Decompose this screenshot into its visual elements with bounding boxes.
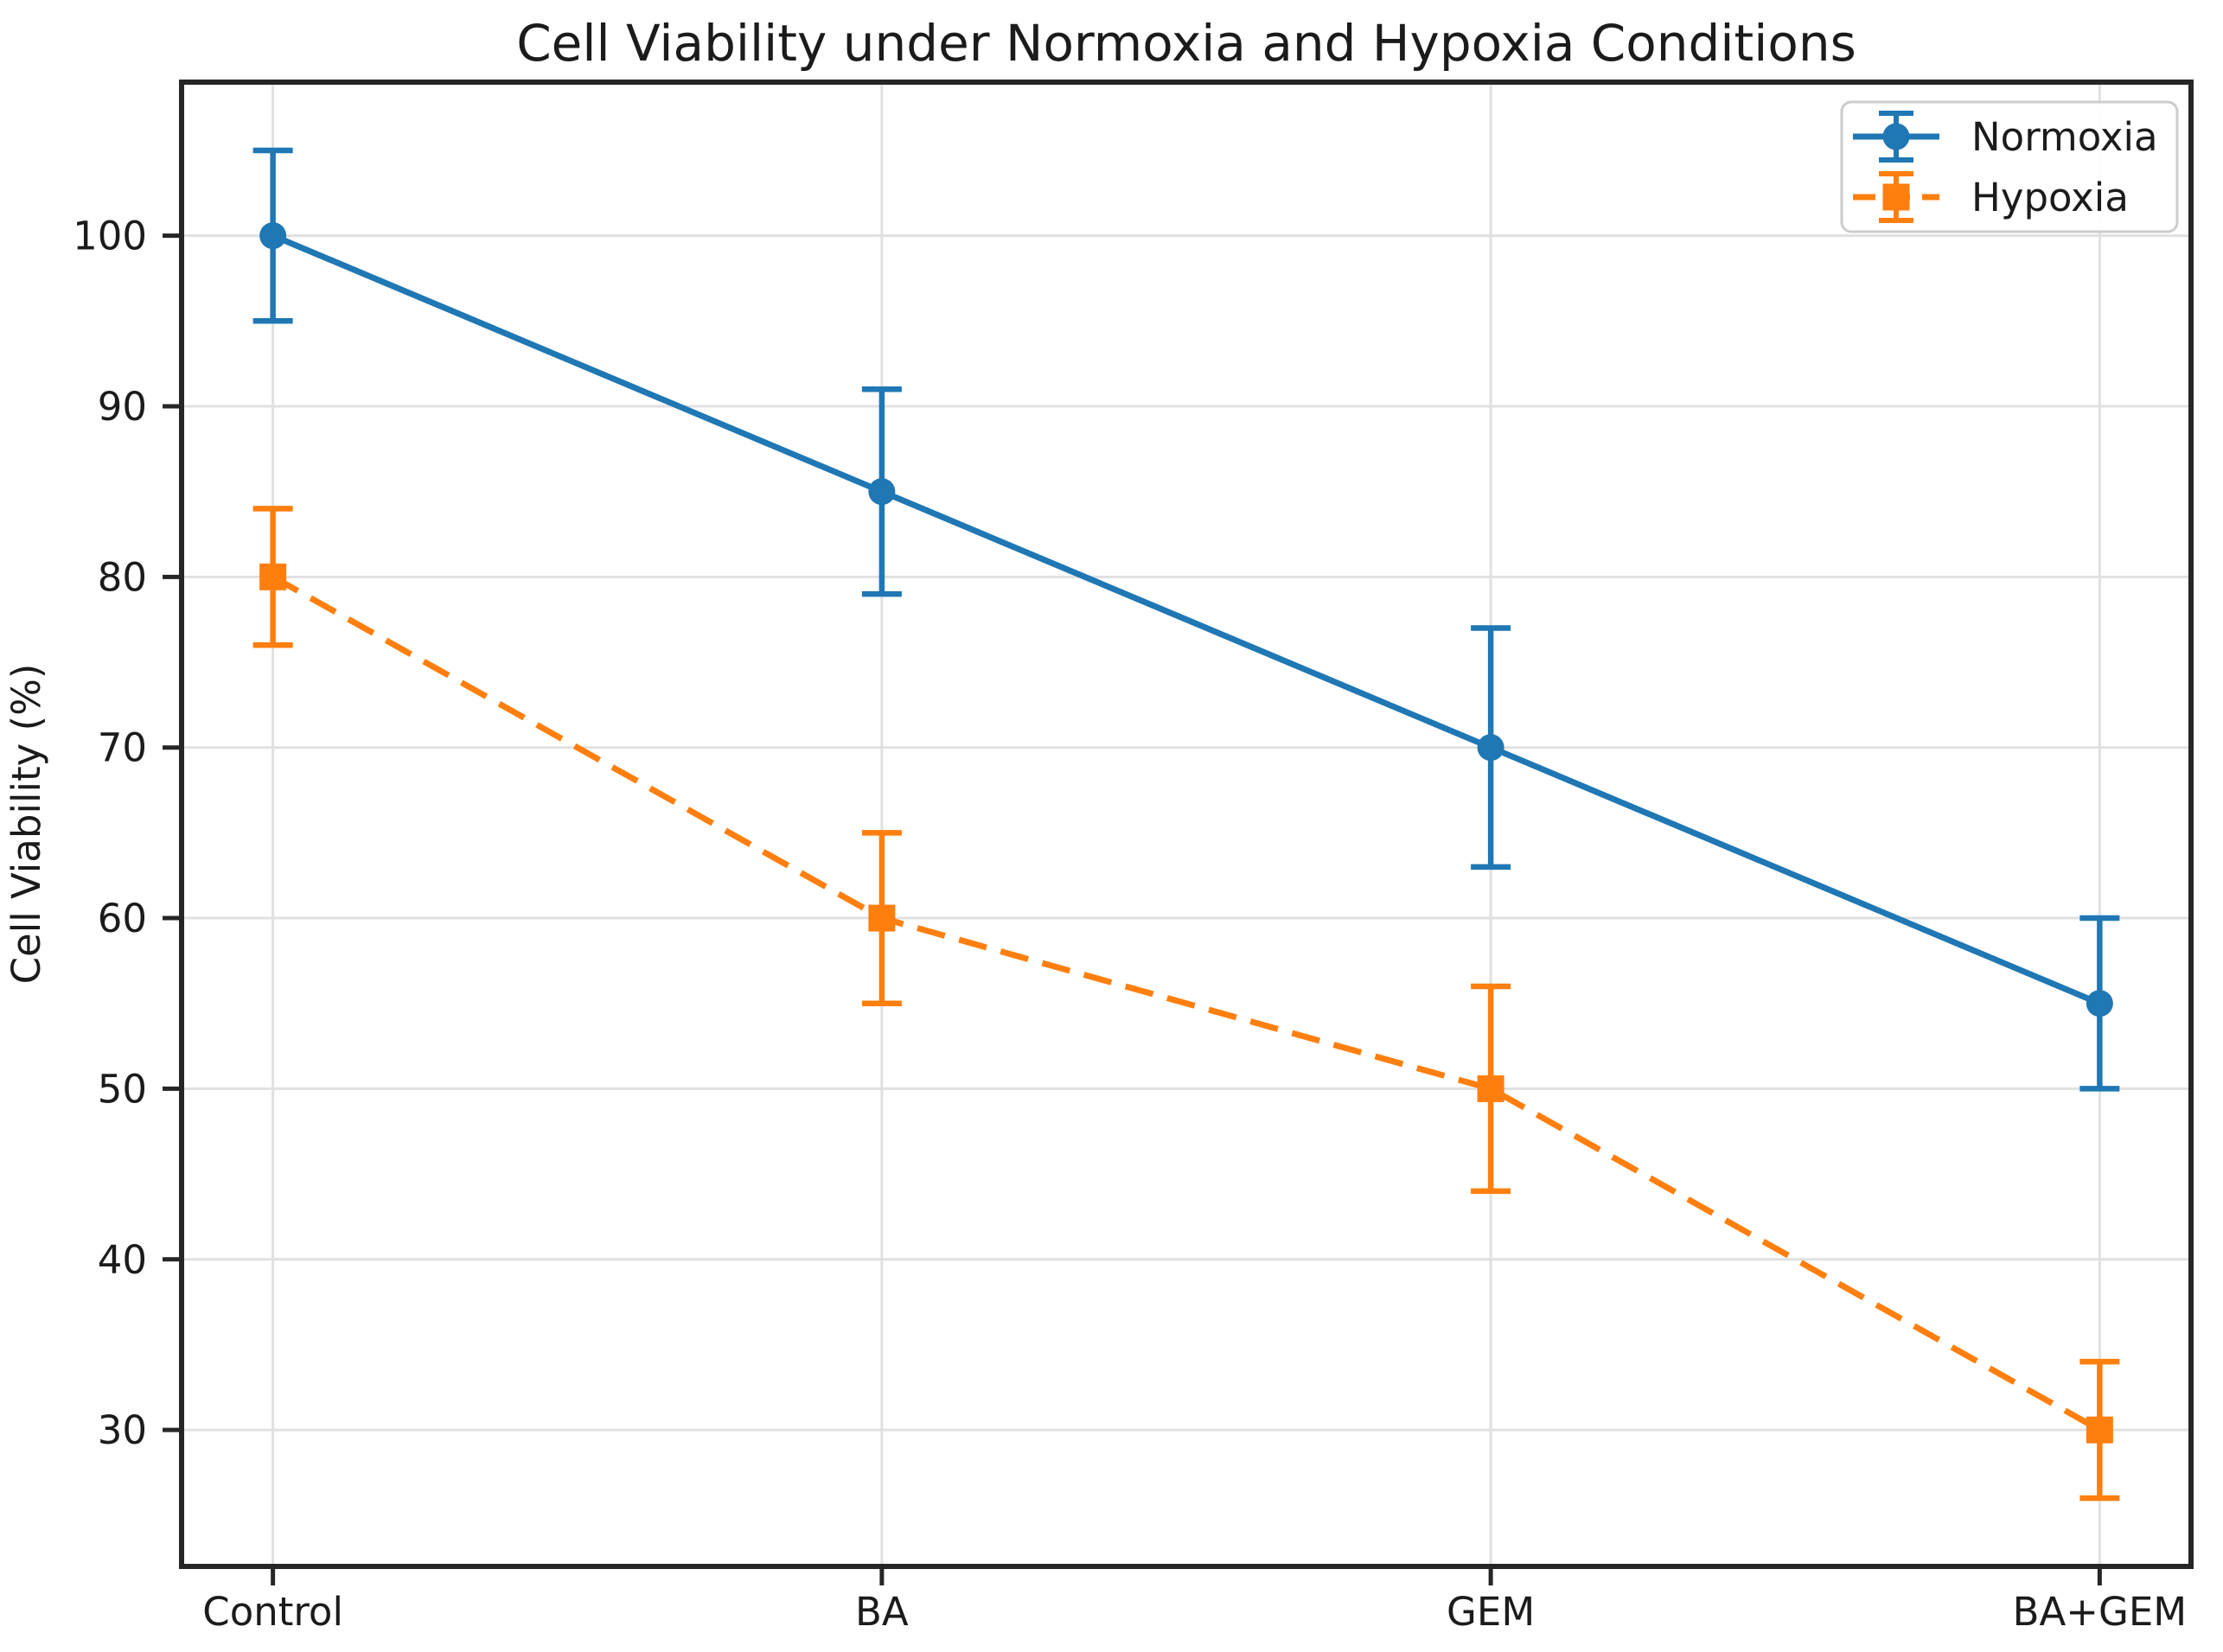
y-tick-label-80: 80 xyxy=(98,554,147,600)
x-tick-label-Control: Control xyxy=(202,1589,343,1635)
legend-entry-hypoxia: Hypoxia xyxy=(1853,171,2129,223)
marker-hypoxia-BA xyxy=(868,904,896,932)
marker-normoxia-GEM xyxy=(1477,734,1504,762)
marker-normoxia-BA xyxy=(868,478,896,506)
y-tick-label-60: 60 xyxy=(98,896,147,941)
marker-hypoxia-GEM xyxy=(1477,1075,1504,1102)
series-line-normoxia xyxy=(271,233,2101,1006)
series-line-hypoxia xyxy=(271,574,2102,1433)
series-normoxia xyxy=(252,147,2120,1092)
y-tick-label-70: 70 xyxy=(98,725,147,771)
marker-normoxia-BA+GEM xyxy=(2086,990,2113,1017)
legend-marker-circle xyxy=(1882,123,1910,150)
legend: Normoxia Hypoxia xyxy=(1840,100,2179,233)
grid-layer xyxy=(182,82,2191,1566)
chart-title: Cell Viability under Normoxia and Hypoxi… xyxy=(516,14,1856,73)
axes-layer: 30 40 50 60 70 80 90 100 Control BA GEM BA+GEM xyxy=(73,80,2194,1635)
marker-normoxia-Control xyxy=(259,222,287,250)
plot-border xyxy=(179,80,2194,1569)
series-hypoxia xyxy=(252,506,2120,1502)
legend-label-hypoxia: Hypoxia xyxy=(1971,175,2129,220)
y-tick-label-90: 90 xyxy=(98,384,147,430)
x-tick-label-GEM: GEM xyxy=(1447,1589,1535,1635)
marker-hypoxia-BA+GEM xyxy=(2086,1416,2113,1444)
x-tick-label-BA+GEM: BA+GEM xyxy=(2013,1589,2188,1635)
y-tick-label-40: 40 xyxy=(98,1237,147,1283)
legend-label-normoxia: Normoxia xyxy=(1971,114,2158,160)
x-tick-label-BA: BA xyxy=(855,1589,909,1635)
legend-entry-normoxia: Normoxia xyxy=(1853,111,2158,163)
y-tick-label-100: 100 xyxy=(73,214,147,259)
legend-marker-square xyxy=(1882,183,1910,211)
series-layer xyxy=(252,147,2120,1502)
y-tick-label-50: 50 xyxy=(98,1066,147,1112)
marker-hypoxia-Control xyxy=(259,563,287,590)
y-axis-label: Cell Viability (%) xyxy=(3,664,49,985)
y-tick-label-30: 30 xyxy=(98,1407,147,1453)
